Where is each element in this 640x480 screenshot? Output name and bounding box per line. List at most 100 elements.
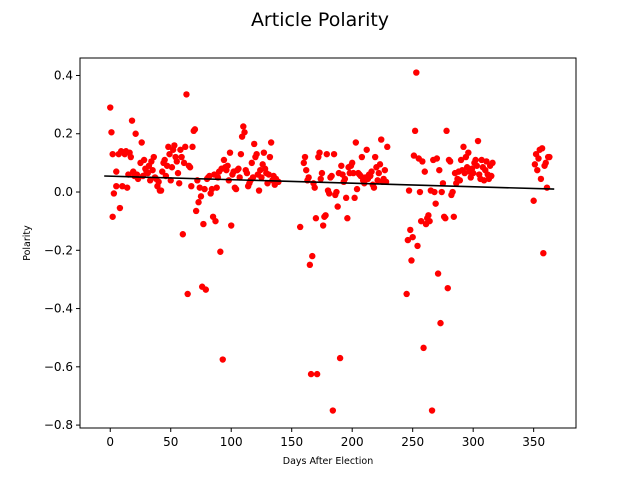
data-point: [413, 69, 420, 76]
data-point: [208, 185, 216, 193]
data-point: [296, 223, 304, 231]
data-point: [428, 407, 436, 414]
data-point: [249, 174, 257, 181]
data-point: [116, 204, 124, 212]
data-point: [404, 236, 412, 244]
data-point: [438, 188, 445, 196]
data-point: [200, 220, 207, 228]
data-point: [535, 155, 542, 162]
data-point: [334, 203, 341, 210]
data-point: [108, 129, 115, 136]
y-tick-label: −0.2: [44, 243, 73, 257]
data-point: [307, 370, 315, 378]
plot-area: [79, 57, 577, 429]
data-point: [370, 184, 378, 191]
data-point: [241, 129, 248, 136]
x-tick-label: 150: [280, 435, 303, 449]
data-point: [538, 145, 546, 152]
data-point: [483, 158, 490, 165]
data-point: [186, 164, 194, 171]
data-point: [309, 252, 316, 260]
data-point: [446, 158, 454, 165]
data-point: [300, 159, 308, 167]
data-point: [213, 184, 220, 191]
data-point: [311, 184, 318, 191]
data-point: [353, 185, 361, 193]
data-point: [352, 139, 360, 146]
data-point: [206, 172, 213, 180]
y-tick-label: −0.8: [44, 418, 73, 432]
data-point: [317, 175, 324, 183]
data-point: [313, 370, 321, 378]
x-tick-label: 200: [341, 435, 364, 449]
y-axis: −0.8 −0.6 −0.4 −0.2 0.0 0.2 0.4: [44, 68, 80, 432]
data-point: [155, 178, 162, 186]
data-point: [542, 159, 549, 167]
x-axis-label: Days After Election: [283, 456, 373, 467]
data-point: [119, 182, 126, 190]
data-point: [312, 215, 320, 222]
data-point: [150, 153, 157, 161]
data-point: [469, 169, 477, 177]
data-point: [260, 149, 268, 156]
data-point: [266, 153, 274, 161]
data-point: [179, 231, 187, 238]
data-point: [417, 217, 425, 225]
data-point: [543, 184, 551, 191]
data-point: [409, 233, 416, 241]
data-point: [224, 162, 231, 169]
data-point: [253, 150, 260, 158]
data-point: [197, 193, 205, 200]
data-point: [236, 174, 243, 181]
data-point: [171, 142, 178, 149]
y-tick-label: 0.4: [54, 68, 73, 82]
data-point: [439, 180, 447, 187]
data-point: [350, 169, 357, 177]
data-point: [426, 217, 433, 225]
data-point: [530, 197, 537, 204]
data-point: [407, 226, 414, 234]
data-point: [328, 172, 335, 180]
data-point: [473, 162, 480, 169]
data-point: [188, 182, 195, 190]
data-point: [419, 158, 426, 165]
data-point: [265, 171, 272, 178]
data-point: [384, 143, 391, 151]
data-point: [358, 153, 366, 161]
data-point: [180, 159, 188, 167]
data-point: [178, 153, 185, 161]
data-point: [436, 166, 443, 174]
data-point: [316, 149, 323, 156]
data-point: [378, 136, 385, 143]
data-point: [456, 177, 464, 184]
data-point: [107, 104, 114, 111]
y-tick-label: −0.6: [44, 360, 73, 374]
data-point: [371, 153, 379, 161]
y-tick-label: 0.0: [54, 185, 73, 199]
data-point: [257, 166, 264, 174]
data-point: [410, 152, 418, 159]
data-point: [173, 158, 180, 165]
data-point: [478, 156, 485, 164]
data-point: [305, 174, 312, 181]
data-point: [166, 150, 173, 158]
data-point: [437, 319, 444, 327]
data-point: [144, 169, 151, 177]
trend-line: [104, 175, 555, 190]
data-point: [228, 222, 235, 229]
data-point: [303, 166, 310, 174]
data-point: [248, 159, 255, 167]
data-point: [465, 149, 472, 156]
data-point: [202, 286, 210, 293]
data-point: [474, 137, 482, 145]
data-point: [110, 190, 118, 197]
data-point: [127, 153, 135, 161]
data-point: [240, 123, 247, 130]
data-point: [189, 143, 196, 151]
x-tick-label: 250: [401, 435, 424, 449]
data-point: [113, 168, 120, 175]
data-point: [333, 188, 340, 196]
data-point: [138, 139, 145, 146]
data-point: [128, 117, 136, 124]
data-point: [319, 222, 327, 229]
